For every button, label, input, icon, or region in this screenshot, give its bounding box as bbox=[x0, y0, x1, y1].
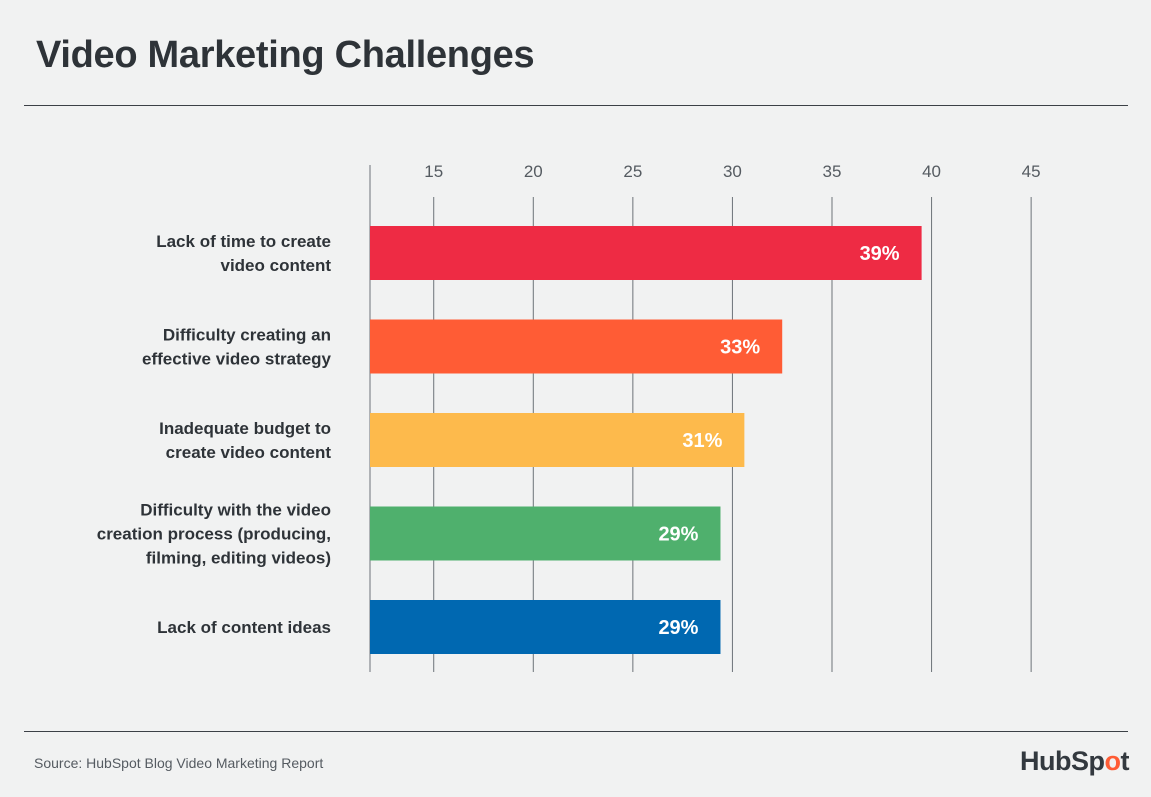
category-label: Lack of content ideas bbox=[157, 618, 331, 637]
source-note: Source: HubSpot Blog Video Marketing Rep… bbox=[34, 755, 324, 771]
category-label: Lack of time to create video content bbox=[156, 232, 331, 275]
x-tick-label: 35 bbox=[823, 162, 842, 181]
x-tick-label: 40 bbox=[922, 162, 941, 181]
category-label: Inadequate budget to create video content bbox=[159, 419, 331, 462]
chart-title: Video Marketing Challenges bbox=[36, 34, 535, 76]
bar-value-label: 29% bbox=[658, 617, 698, 639]
x-tick-label: 25 bbox=[623, 162, 642, 181]
category-label-line: filming, editing videos) bbox=[146, 549, 331, 568]
x-tick-label: 15 bbox=[424, 162, 443, 181]
bottom-divider bbox=[24, 731, 1128, 732]
bar bbox=[370, 506, 721, 561]
hubspot-logo: HubSpot bbox=[1020, 746, 1130, 776]
sprocket-icon: o bbox=[1104, 746, 1122, 776]
x-tick-label: 30 bbox=[723, 162, 742, 181]
x-tick-label: 20 bbox=[524, 162, 543, 181]
bar bbox=[370, 226, 922, 280]
category-label: Difficulty with the video creation proces… bbox=[97, 501, 331, 568]
category-label-line: create video content bbox=[166, 443, 332, 462]
category-label-line: effective video strategy bbox=[142, 350, 332, 369]
bar bbox=[370, 413, 745, 467]
bar bbox=[370, 319, 783, 374]
category-label-line: Difficulty with the video bbox=[140, 501, 331, 520]
category-label-line: Lack of content ideas bbox=[157, 618, 331, 637]
bar-value-label: 39% bbox=[860, 243, 900, 265]
bar bbox=[370, 600, 721, 654]
category-label-line: video content bbox=[220, 256, 331, 275]
category-label-line: creation process (producing, bbox=[97, 525, 331, 544]
category-label-line: Lack of time to create bbox=[156, 232, 331, 251]
category-label-line: Difficulty creating an bbox=[163, 326, 331, 345]
bar-value-label: 33% bbox=[720, 337, 760, 359]
category-label: Difficulty creating an effective video st… bbox=[142, 326, 332, 369]
top-divider bbox=[24, 105, 1128, 106]
bar-value-label: 31% bbox=[682, 430, 722, 452]
category-label-line: Inadequate budget to bbox=[159, 419, 331, 438]
bar-value-label: 29% bbox=[658, 524, 698, 546]
x-tick-label: 45 bbox=[1022, 162, 1041, 181]
